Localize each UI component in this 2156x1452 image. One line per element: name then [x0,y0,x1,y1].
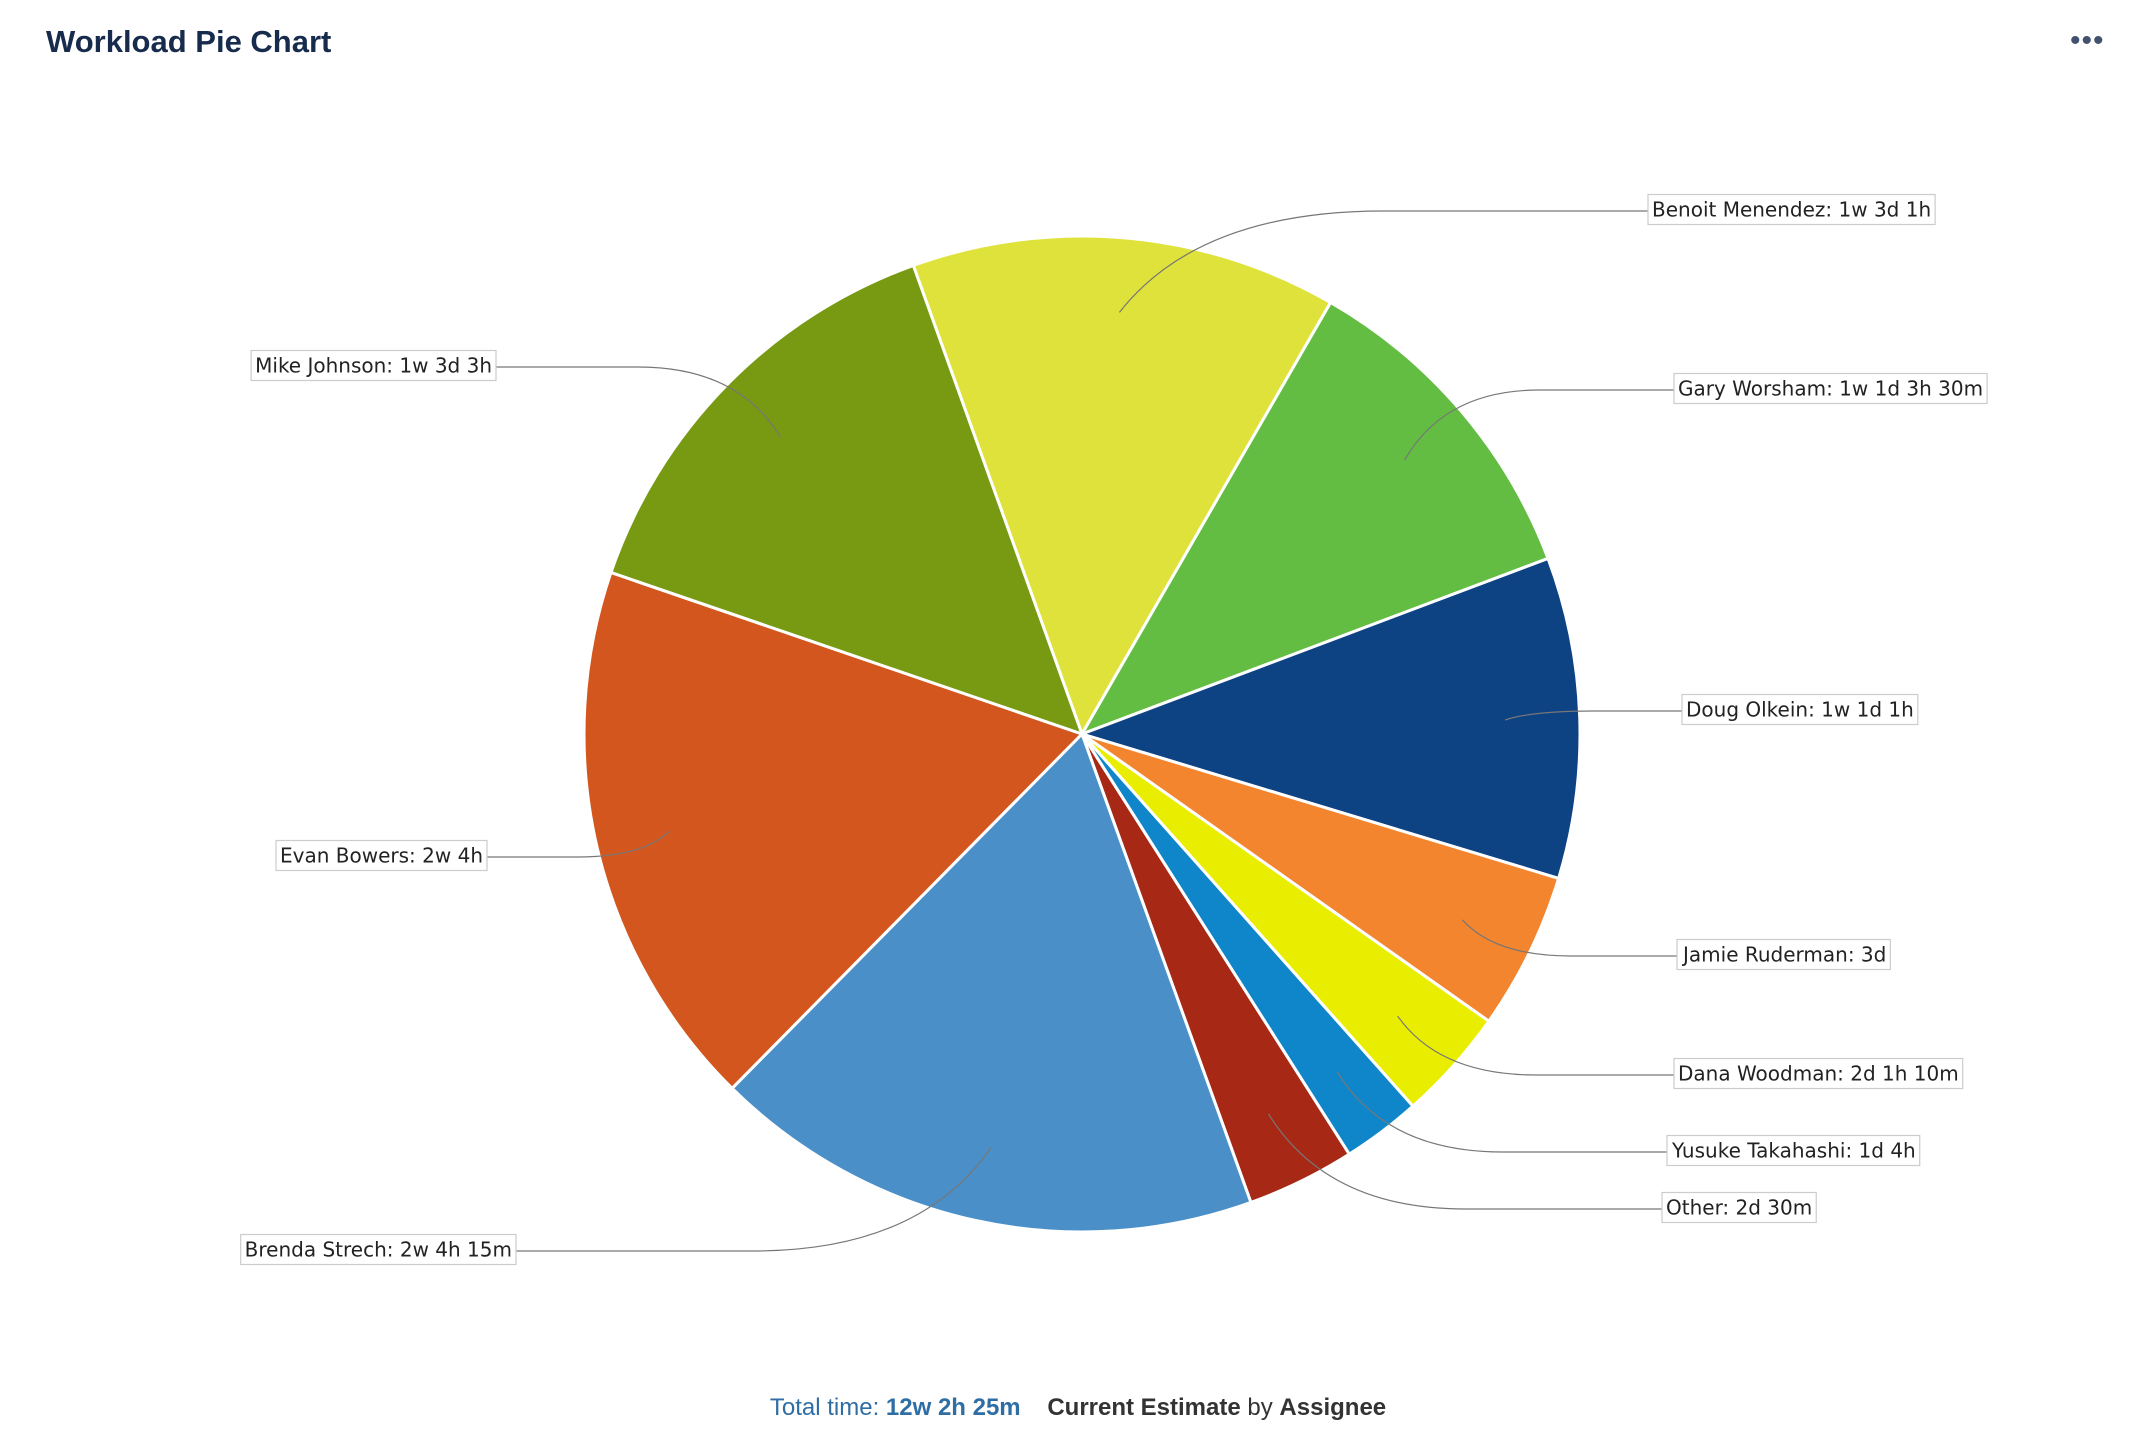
label-box [1647,193,1936,226]
leader-line [496,366,781,438]
slice-label: Doug Olkein: 1w 1d 1h [1686,698,1914,722]
chart-title: Workload Pie Chart [46,24,332,59]
slice-label: Benoit Menendez: 1w 3d 1h [1652,198,1931,222]
slice-label: Jamie Ruderman: 3d [1681,943,1886,967]
label-box [1676,938,1891,971]
label-box [1666,1134,1921,1167]
by-text: by [1247,1394,1273,1421]
slice-label: Other: 2d 30m [1666,1196,1812,1220]
label-box [1681,693,1919,726]
pie-slice [1078,300,1550,737]
slice-label: Brenda Strech: 2w 4h 15m [245,1238,512,1262]
leader-line [1118,210,1648,313]
label-box [1673,372,1988,405]
slice-label: Evan Bowers: 2w 4h [280,844,483,868]
footer: Total time: 12w 2h 25m Current Estimate … [0,1394,2156,1422]
leader-line [1268,1113,1662,1210]
pie-slice [729,731,1253,1234]
total-label: Total time: [769,1394,880,1421]
leader-line [1504,710,1682,721]
pie-slice [1077,556,1582,881]
label-box [250,349,497,382]
pie-slice [609,263,1085,737]
label-box [240,1233,517,1266]
label-box [275,839,488,872]
leader-line [516,1147,992,1252]
slice-label: Dana Woodman: 2d 1h 10m [1678,1062,1959,1086]
label-box [1673,1057,1964,1090]
group-name: Assignee [1279,1394,1387,1421]
field-name: Current Estimate [1047,1394,1241,1421]
more-menu[interactable]: ••• [2070,24,2105,57]
leader-line [1404,389,1674,461]
slice-label: Gary Worsham: 1w 1d 3h 30m [1678,377,1983,401]
pie-slice [582,570,1085,1091]
total-value: 12w 2h 25m [885,1394,1021,1421]
label-box [1661,1191,1817,1224]
pie-slice [911,234,1333,738]
leader-line [487,830,671,858]
slice-label: Mike Johnson: 1w 3d 3h [255,354,492,378]
leader-line [1336,1071,1668,1153]
leader-line [1397,1015,1674,1076]
leader-line [1461,919,1679,957]
slice-label: Yusuke Takahashi: 1d 4h [1671,1139,1916,1163]
